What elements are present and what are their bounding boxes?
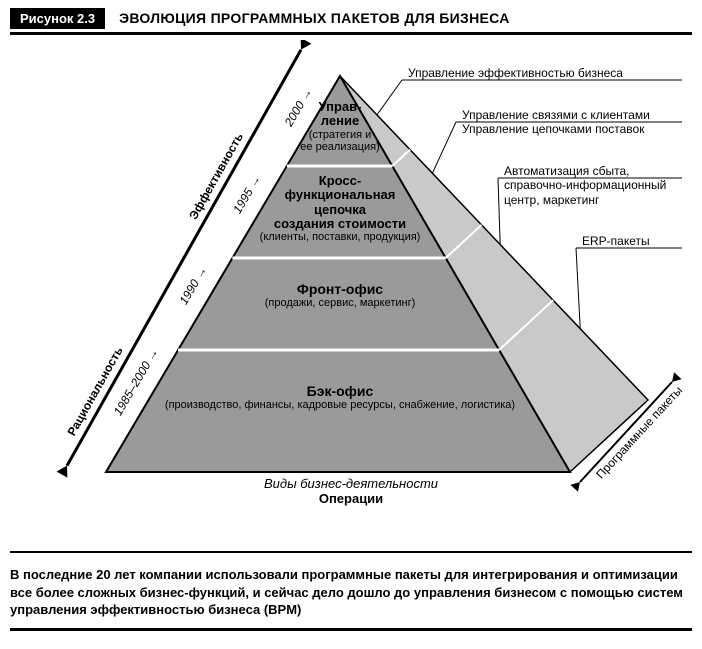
header-divider — [10, 32, 692, 35]
caption-bold: Операции — [319, 491, 383, 506]
pyramid-level-sub: (производство, финансы, кадровые ресурсы… — [120, 399, 560, 412]
pyramid-level-0: Управ-ление(стратегия иее реализация) — [265, 100, 415, 154]
figure-tag: Рисунок 2.3 — [10, 8, 105, 29]
pyramid-level-title: Фронт-офис — [180, 282, 500, 297]
footer-divider-top — [10, 551, 692, 553]
pyramid-level-sub: (клиенты, поставки, продукция) — [210, 231, 470, 244]
pyramid-level-title: Бэк-офис — [120, 384, 560, 399]
pyramid-level-2: Фронт-офис(продажи, сервис, маркетинг) — [180, 282, 500, 310]
caption-italic: Виды бизнес-деятельности — [264, 476, 438, 491]
pyramid-level-3: Бэк-офис(производство, финансы, кадровые… — [120, 384, 560, 412]
page: Рисунок 2.3 ЭВОЛЮЦИЯ ПРОГРАММНЫХ ПАКЕТОВ… — [0, 0, 702, 649]
figure-title: ЭВОЛЮЦИЯ ПРОГРАММНЫХ ПАКЕТОВ ДЛЯ БИЗНЕСА — [119, 10, 510, 26]
pyramid-level-title: Кросс-функциональнаяцепочкасоздания стои… — [210, 174, 470, 231]
callout-1: Управление связями с клиентамиУправление… — [462, 108, 690, 137]
callout-2: Автоматизация сбыта,справочно-информацио… — [504, 164, 690, 207]
pyramid-level-title: Управ-ление — [265, 100, 415, 129]
callout-0: Управление эффективностью бизнеса — [408, 66, 690, 80]
callout-3: ERP-пакеты — [582, 234, 690, 248]
pyramid-level-sub: (продажи, сервис, маркетинг) — [180, 297, 500, 310]
svg-text:Рациональность: Рациональность — [64, 344, 125, 438]
footer-paragraph: В последние 20 лет компании использовали… — [10, 566, 692, 619]
pyramid-diagram: РациональностьЭффективность1985–2000 →19… — [10, 40, 692, 539]
pyramid-level-1: Кросс-функциональнаяцепочкасоздания стои… — [210, 174, 470, 244]
figure-header: Рисунок 2.3 ЭВОЛЮЦИЯ ПРОГРАММНЫХ ПАКЕТОВ… — [10, 6, 692, 30]
footer-divider-bottom — [10, 628, 692, 631]
pyramid-level-sub: (стратегия иее реализация) — [265, 129, 415, 154]
bottom-caption: Виды бизнес-деятельности Операции — [10, 476, 692, 506]
